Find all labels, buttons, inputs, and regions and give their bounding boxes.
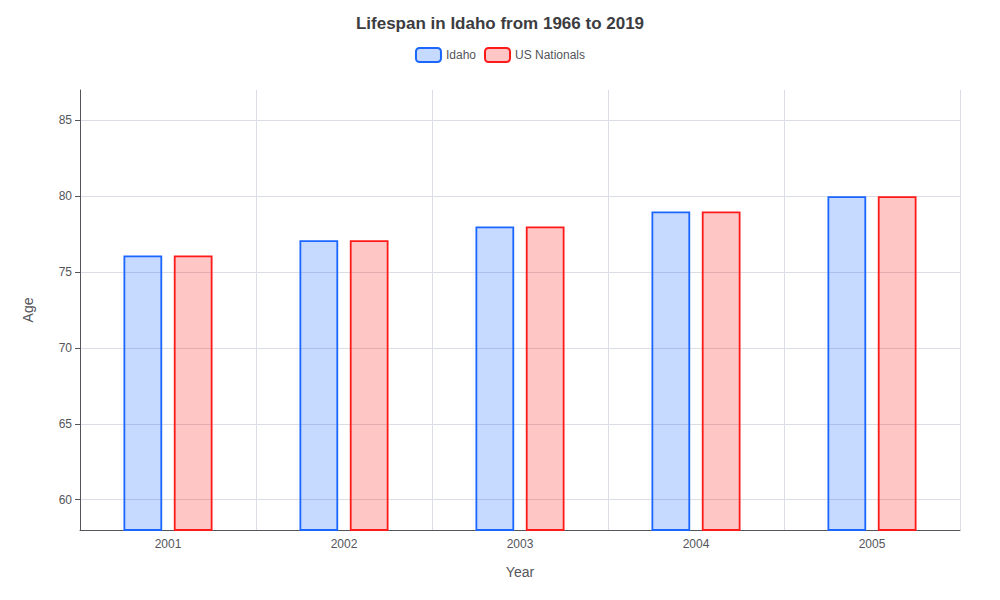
svg-text:2002: 2002 bbox=[331, 537, 358, 551]
svg-text:2001: 2001 bbox=[155, 537, 182, 551]
svg-text:65: 65 bbox=[59, 417, 73, 431]
svg-text:Age: Age bbox=[20, 297, 36, 322]
svg-text:60: 60 bbox=[59, 493, 73, 507]
svg-text:2004: 2004 bbox=[683, 537, 710, 551]
svg-text:70: 70 bbox=[59, 341, 73, 355]
svg-text:Year: Year bbox=[506, 564, 535, 580]
svg-text:85: 85 bbox=[59, 113, 73, 127]
svg-text:Lifespan in Idaho from 1966 to: Lifespan in Idaho from 1966 to 2019 bbox=[356, 14, 644, 33]
svg-text:75: 75 bbox=[59, 265, 73, 279]
svg-text:2003: 2003 bbox=[507, 537, 534, 551]
svg-text:80: 80 bbox=[59, 189, 73, 203]
svg-text:Idaho: Idaho bbox=[446, 48, 476, 62]
svg-text:US Nationals: US Nationals bbox=[515, 48, 585, 62]
svg-text:2005: 2005 bbox=[859, 537, 886, 551]
